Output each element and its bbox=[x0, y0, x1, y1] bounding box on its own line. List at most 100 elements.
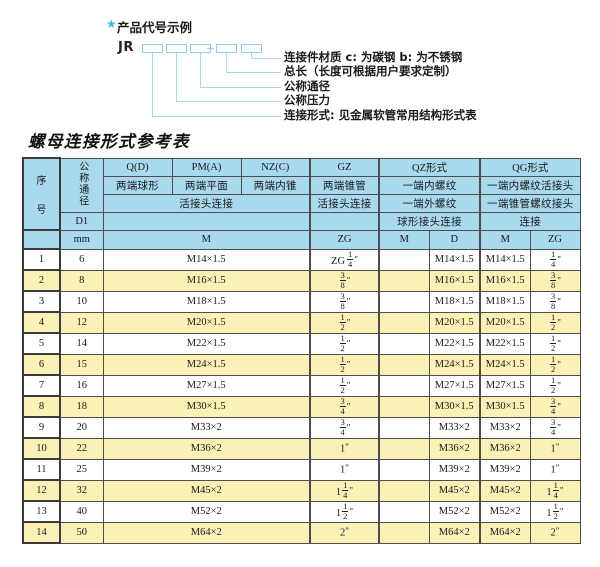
cell-m-left: M22×1.5 bbox=[102, 332, 311, 355]
cell-gz: ZG 1 4 " bbox=[309, 248, 380, 271]
code-box-2 bbox=[166, 44, 187, 53]
header-joint-gz: 活接头连接 bbox=[309, 193, 380, 213]
code-box-5 bbox=[241, 44, 262, 53]
header-row-codes: 序 号 公称通径 Q(D) PM(A) NZ(C) GZ QZ形式 QG形式 bbox=[22, 157, 581, 231]
cell-bore: 22 bbox=[59, 437, 104, 460]
cell-gz: 2" bbox=[309, 521, 380, 544]
cell-gz: 3 8 " bbox=[309, 269, 380, 292]
cell-index: 4 bbox=[22, 311, 61, 334]
leader-line-4-vertical bbox=[176, 53, 177, 102]
cell-gz: 1 1 2 " bbox=[309, 500, 380, 523]
cell-qg-m: M45×2 bbox=[479, 479, 531, 502]
header-row-joint: 活接头连接 活接头连接 一端外螺纹 一端锥管螺纹接头 bbox=[23, 193, 581, 213]
cell-qz-m bbox=[378, 458, 430, 481]
header-joint-qg: 一端锥管螺纹接头 bbox=[478, 193, 581, 213]
cell-index: 5 bbox=[22, 332, 61, 355]
header-unit-m-qg: M bbox=[479, 229, 531, 250]
leader-line-2-horizontal bbox=[226, 72, 281, 73]
cell-gz: 1 2 " bbox=[309, 332, 380, 355]
leader-line-1-vertical bbox=[251, 53, 252, 59]
legend-annotation-2: 总长（长度可根据用户要求定制） bbox=[284, 64, 457, 78]
header-row-d1: D1 球形接头连接 连接 bbox=[23, 211, 581, 231]
header-end-gz: 两端锥管 bbox=[309, 175, 380, 195]
cell-qg-zg: 3 4 " bbox=[529, 416, 581, 439]
cell-qz-d: M30×1.5 bbox=[428, 395, 481, 418]
cell-bore: 14 bbox=[59, 332, 104, 355]
table-row: 11 25 M39×2 1" M39×2 M39×2 1" bbox=[22, 458, 581, 481]
cell-qg-m: M16×1.5 bbox=[479, 269, 531, 292]
cell-bore: 8 bbox=[59, 269, 104, 292]
cell-qg-zg: 1" bbox=[529, 437, 581, 460]
leader-line-1-horizontal bbox=[251, 58, 281, 59]
cell-index: 2 bbox=[22, 269, 61, 292]
header-index-line2: 号 bbox=[36, 205, 47, 216]
cell-index: 9 bbox=[22, 416, 61, 439]
cell-qz-d: M22×1.5 bbox=[428, 332, 481, 355]
cell-qz-d: M39×2 bbox=[428, 458, 481, 481]
header-unit-zg-gz: ZG bbox=[309, 229, 380, 250]
cell-m-left: M36×2 bbox=[102, 437, 311, 460]
cell-qz-d: M16×1.5 bbox=[428, 269, 481, 292]
leader-line-3-vertical bbox=[200, 53, 201, 88]
cell-index: 14 bbox=[22, 521, 61, 544]
cell-m-left: M27×1.5 bbox=[102, 374, 311, 397]
cell-m-left: M24×1.5 bbox=[102, 353, 311, 376]
header-end-pma: 两端平面 bbox=[171, 175, 242, 195]
cell-qg-m: M64×2 bbox=[479, 521, 531, 544]
cell-bore: 10 bbox=[59, 290, 104, 313]
header-end-qz: 一端内螺纹 bbox=[378, 175, 481, 195]
header-code-qd: Q(D) bbox=[102, 157, 173, 177]
header-index-line1: 序 bbox=[36, 176, 47, 187]
header-index: 序 号 bbox=[22, 157, 61, 231]
cell-qg-m: M33×2 bbox=[479, 416, 531, 439]
cell-qg-zg: 1 1 4 " bbox=[529, 479, 581, 502]
cell-m-left: M20×1.5 bbox=[102, 311, 311, 334]
header-unit-zg-qg: ZG bbox=[529, 229, 581, 250]
cell-index: 13 bbox=[22, 500, 61, 523]
cell-index: 7 bbox=[22, 374, 61, 397]
cell-bore: 6 bbox=[59, 248, 104, 271]
cell-qg-m: M36×2 bbox=[479, 437, 531, 460]
header-end-qd: 两端球形 bbox=[102, 175, 173, 195]
header-code-gz: GZ bbox=[309, 157, 380, 177]
cell-bore: 25 bbox=[59, 458, 104, 481]
leader-line-5-horizontal bbox=[152, 116, 281, 117]
header-nominal-bore: 公称通径 bbox=[59, 157, 104, 213]
cell-m-left: M18×1.5 bbox=[102, 290, 311, 313]
cell-qz-m bbox=[378, 437, 430, 460]
header-code-qg: QG形式 bbox=[478, 157, 581, 177]
cell-m-left: M33×2 bbox=[102, 416, 311, 439]
cell-qz-d: M33×2 bbox=[428, 416, 481, 439]
cell-qg-zg: 3 4 " bbox=[529, 395, 581, 418]
header-code-pma: PM(A) bbox=[171, 157, 242, 177]
product-code-legend: ★ 产品代号示例 JR 连接件材质 c: 为碳钢 b: 为不锈钢 总长（长度可根… bbox=[0, 0, 600, 128]
cell-qg-m: M39×2 bbox=[479, 458, 531, 481]
table-row: 2 8 M16×1.5 3 8 " M16×1.5 M16×1.5 3 8 " bbox=[22, 269, 581, 292]
header-joint-qz: 一端外螺纹 bbox=[378, 193, 481, 213]
table-row: 9 20 M33×2 3 4 " M33×2 M33×2 3 4 " bbox=[22, 416, 581, 439]
cell-index: 12 bbox=[22, 479, 61, 502]
cell-qg-zg: 3 8 " bbox=[529, 290, 581, 313]
page-title: 螺母连接形式参考表 bbox=[28, 132, 190, 151]
cell-qg-zg: 1 2 " bbox=[529, 332, 581, 355]
cell-gz: 1 2 " bbox=[309, 311, 380, 334]
cell-gz: 1" bbox=[309, 458, 380, 481]
cell-m-left: M52×2 bbox=[102, 500, 311, 523]
cell-qz-d: M64×2 bbox=[428, 521, 481, 544]
spec-table-container: 序 号 公称通径 Q(D) PM(A) NZ(C) GZ QZ形式 QG形式 两… bbox=[22, 157, 581, 544]
cell-qz-m bbox=[378, 479, 430, 502]
header-end-nzc: 两端内锥 bbox=[240, 175, 311, 195]
legend-annotation-5: 连接形式: 见金属软管常用结构形式表 bbox=[284, 108, 477, 122]
code-box-4 bbox=[216, 44, 237, 53]
cell-m-left: M14×1.5 bbox=[102, 248, 311, 271]
table-row: 6 15 M24×1.5 1 2 " M24×1.5 M24×1.5 1 2 " bbox=[22, 353, 581, 376]
header-blank-left bbox=[102, 211, 311, 231]
cell-gz: 1 1 4 " bbox=[309, 479, 380, 502]
table-row: 1 6 M14×1.5 ZG 1 4 " M14×1.5 M14×1.5 1 4 " bbox=[22, 248, 581, 271]
cell-index: 8 bbox=[22, 395, 61, 418]
cell-qg-m: M18×1.5 bbox=[479, 290, 531, 313]
cell-qz-m bbox=[378, 290, 430, 313]
cell-qz-d: M45×2 bbox=[428, 479, 481, 502]
cell-qz-m bbox=[378, 500, 430, 523]
header-row-units: mm M ZG M D M ZG bbox=[22, 229, 581, 250]
